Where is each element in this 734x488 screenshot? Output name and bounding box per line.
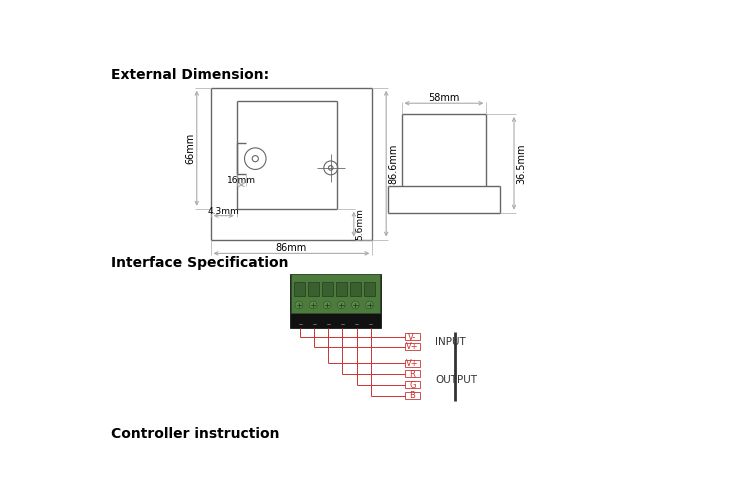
Text: 58mm: 58mm	[428, 93, 459, 103]
Text: 4.3mm: 4.3mm	[208, 206, 239, 216]
Bar	[404, 333, 420, 341]
Text: External Dimension:: External Dimension:	[111, 68, 269, 82]
Text: 5.6mm: 5.6mm	[355, 208, 365, 240]
Bar	[364, 282, 375, 296]
Bar	[404, 381, 420, 388]
Bar	[294, 282, 305, 296]
Bar	[404, 392, 420, 399]
Circle shape	[323, 301, 331, 309]
Text: R: R	[410, 370, 415, 379]
Bar	[322, 282, 333, 296]
Text: G: G	[409, 381, 415, 389]
Text: B: B	[410, 391, 415, 400]
Text: 16mm: 16mm	[227, 176, 256, 185]
Circle shape	[309, 301, 317, 309]
Bar	[404, 343, 420, 349]
Text: V+: V+	[406, 359, 418, 368]
Circle shape	[295, 301, 302, 309]
Bar	[290, 274, 381, 328]
Text: V-: V-	[408, 333, 416, 342]
Text: V+: V+	[406, 342, 418, 351]
Text: INPUT: INPUT	[435, 337, 466, 347]
Bar	[350, 282, 361, 296]
Bar	[308, 282, 319, 296]
Text: 36.5mm: 36.5mm	[516, 143, 526, 183]
Bar	[404, 360, 420, 366]
Text: Controller instruction: Controller instruction	[111, 427, 279, 441]
Circle shape	[366, 301, 374, 309]
Text: Interface Specification: Interface Specification	[111, 257, 288, 270]
Text: 86mm: 86mm	[276, 243, 307, 253]
Bar	[291, 274, 380, 313]
Text: OUTPUT: OUTPUT	[435, 375, 477, 385]
Bar	[404, 370, 420, 377]
Circle shape	[338, 301, 345, 309]
Text: 66mm: 66mm	[186, 133, 195, 164]
Text: 86.6mm: 86.6mm	[388, 143, 398, 184]
Bar	[336, 282, 347, 296]
Circle shape	[352, 301, 359, 309]
